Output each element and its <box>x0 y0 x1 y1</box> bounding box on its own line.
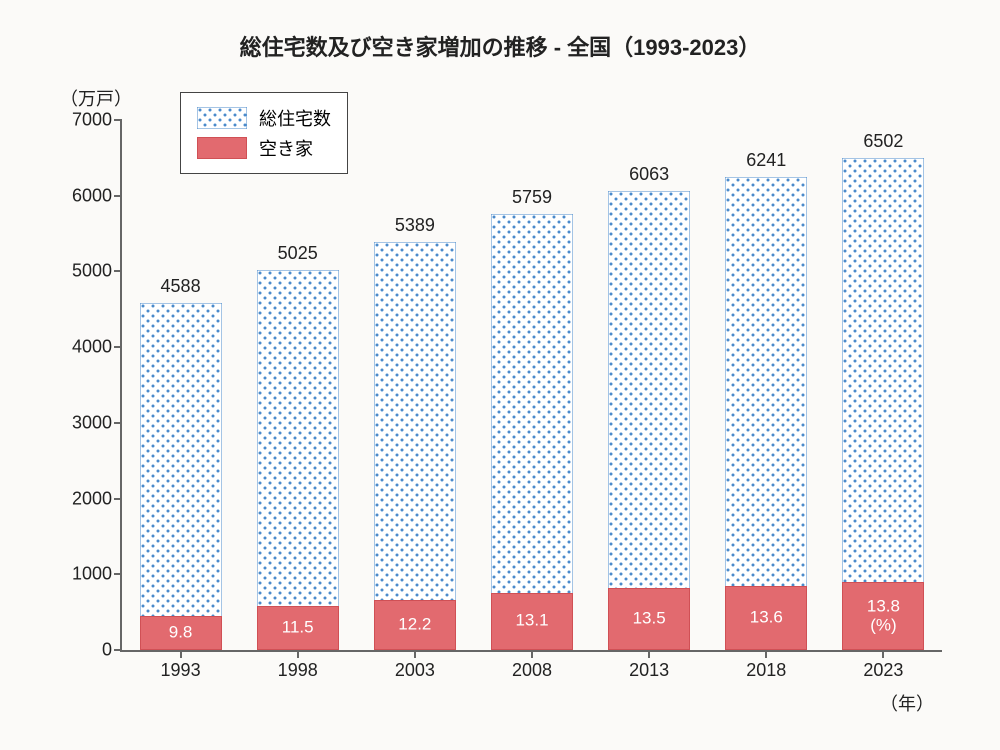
x-tick-mark <box>882 650 884 658</box>
y-tick-label: 7000 <box>72 110 112 131</box>
total-value-label: 5759 <box>491 187 573 208</box>
y-tick-mark <box>114 119 122 121</box>
vacant-bar: 13.5 <box>608 588 690 650</box>
x-tick-mark <box>648 650 650 658</box>
x-tick-label: 2018 <box>746 660 786 681</box>
chart-title: 総住宅数及び空き家増加の推移 - 全国（1993-2023） <box>0 30 1000 62</box>
total-bar <box>374 242 456 650</box>
x-tick-mark <box>531 650 533 658</box>
total-bar <box>842 158 924 650</box>
bar-group: 9.84588 <box>140 303 222 650</box>
x-tick-label: 2003 <box>395 660 435 681</box>
x-tick-label: 1998 <box>278 660 318 681</box>
total-bar <box>725 177 807 650</box>
bar-group: 13.8 (%)6502 <box>842 158 924 650</box>
y-tick-mark <box>114 346 122 348</box>
total-bar <box>257 270 339 650</box>
y-tick-mark <box>114 270 122 272</box>
y-tick-mark <box>114 649 122 651</box>
y-tick-mark <box>114 422 122 424</box>
y-tick-label: 6000 <box>72 185 112 206</box>
total-value-label: 6063 <box>608 164 690 185</box>
legend-row: 空き家 <box>197 135 331 161</box>
legend-label: 総住宅数 <box>259 105 331 131</box>
y-axis-unit: （万戸） <box>60 85 132 111</box>
plot-area: 0100020003000400050006000700019939.84588… <box>120 120 942 652</box>
x-tick-mark <box>180 650 182 658</box>
y-tick-label: 3000 <box>72 412 112 433</box>
y-tick-mark <box>114 195 122 197</box>
vacant-bar: 12.2 <box>374 600 456 650</box>
y-tick-label: 2000 <box>72 488 112 509</box>
vacant-pct-label: 9.8 <box>141 624 221 643</box>
x-tick-mark <box>414 650 416 658</box>
vacant-pct-label: 12.2 <box>375 616 455 635</box>
total-bar <box>491 214 573 650</box>
legend-swatch <box>197 107 247 129</box>
y-tick-label: 5000 <box>72 261 112 282</box>
x-axis-unit: （年） <box>880 690 934 716</box>
y-tick-label: 4000 <box>72 337 112 358</box>
x-tick-label: 1993 <box>161 660 201 681</box>
vacant-pct-label: 13.5 <box>609 610 689 629</box>
total-bar <box>140 303 222 650</box>
total-value-label: 6241 <box>725 150 807 171</box>
vacant-bar: 11.5 <box>257 606 339 650</box>
y-tick-label: 1000 <box>72 564 112 585</box>
vacant-pct-label: 13.6 <box>726 609 806 628</box>
x-tick-mark <box>765 650 767 658</box>
total-value-label: 5025 <box>257 243 339 264</box>
bar-group: 13.56063 <box>608 191 690 650</box>
x-tick-label: 2023 <box>863 660 903 681</box>
x-tick-label: 2013 <box>629 660 669 681</box>
bar-group: 12.25389 <box>374 242 456 650</box>
y-tick-label: 0 <box>102 640 112 661</box>
vacant-pct-label: 13.8 (%) <box>843 597 923 634</box>
bar-group: 13.15759 <box>491 214 573 650</box>
legend-swatch <box>197 137 247 159</box>
vacant-pct-label: 13.1 <box>492 612 572 631</box>
x-tick-label: 2008 <box>512 660 552 681</box>
legend-label: 空き家 <box>259 135 313 161</box>
total-value-label: 4588 <box>140 276 222 297</box>
vacant-bar: 13.8 (%) <box>842 582 924 650</box>
total-value-label: 6502 <box>842 131 924 152</box>
y-tick-mark <box>114 573 122 575</box>
bar-group: 13.66241 <box>725 177 807 650</box>
vacant-pct-label: 11.5 <box>258 619 338 638</box>
x-tick-mark <box>297 650 299 658</box>
legend: 総住宅数空き家 <box>180 92 348 174</box>
vacant-bar: 13.6 <box>725 586 807 650</box>
total-bar <box>608 191 690 650</box>
legend-row: 総住宅数 <box>197 105 331 131</box>
y-tick-mark <box>114 498 122 500</box>
vacant-bar: 13.1 <box>491 593 573 650</box>
total-value-label: 5389 <box>374 215 456 236</box>
bar-group: 11.55025 <box>257 270 339 650</box>
vacant-bar: 9.8 <box>140 616 222 650</box>
